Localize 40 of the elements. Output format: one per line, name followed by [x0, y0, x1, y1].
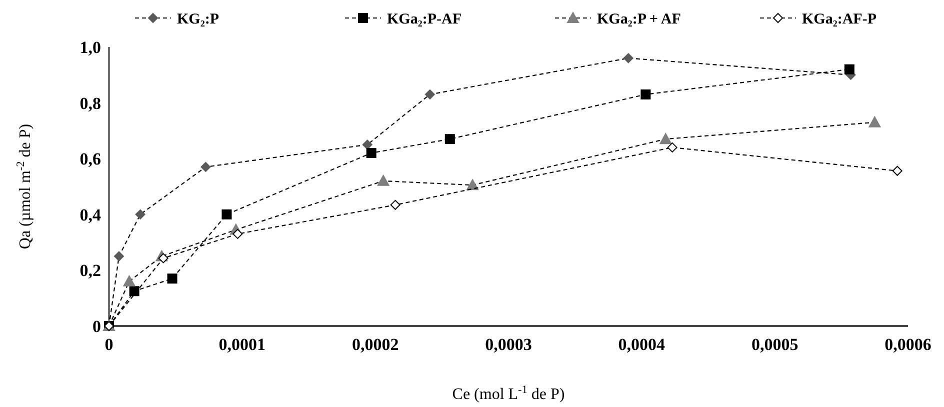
y-tick-label: 0,6 — [80, 150, 101, 169]
point — [424, 89, 435, 100]
point — [158, 253, 168, 264]
y-tick-label: 0,2 — [80, 261, 101, 280]
point — [129, 286, 140, 296]
point — [868, 116, 881, 128]
x-tick-label: 0,0002 — [352, 335, 399, 354]
point — [232, 228, 243, 239]
point — [667, 142, 678, 152]
point — [114, 251, 124, 262]
y-tick-label: 0 — [92, 316, 101, 336]
point — [135, 209, 146, 220]
point — [892, 166, 902, 176]
y-tick-label: 1,0 — [80, 38, 101, 57]
legend-label: KG₂:P — [177, 11, 219, 28]
y-tick-label: 0,8 — [80, 94, 101, 113]
point — [123, 275, 136, 286]
y-tick-label: 0,4 — [80, 205, 102, 224]
point — [390, 200, 400, 210]
point — [366, 148, 376, 158]
x-tick-label: 0,0005 — [751, 335, 798, 354]
x-tick-label: 0,0001 — [218, 335, 266, 354]
point — [167, 274, 178, 284]
point — [200, 162, 211, 172]
point — [444, 134, 455, 144]
point — [222, 209, 232, 220]
point — [377, 174, 390, 186]
x-tick-label: 0,0004 — [618, 335, 666, 354]
point — [362, 140, 372, 150]
x-tick-label: 0,0006 — [884, 335, 932, 354]
point — [623, 53, 634, 64]
point — [844, 64, 854, 74]
x-tick-label: 0 — [104, 335, 114, 354]
x-axis-title: Ce (mol L$^{-1}$ de P) — [452, 384, 565, 403]
x-tick-label: 0,0003 — [485, 335, 532, 354]
point — [660, 133, 672, 144]
legend-label: KGa₂:P-AF — [387, 11, 462, 28]
legend-label: KGa₂:AF-P — [802, 11, 876, 28]
legend-label: KGa₂:P + AF — [597, 11, 681, 28]
point — [640, 89, 651, 100]
